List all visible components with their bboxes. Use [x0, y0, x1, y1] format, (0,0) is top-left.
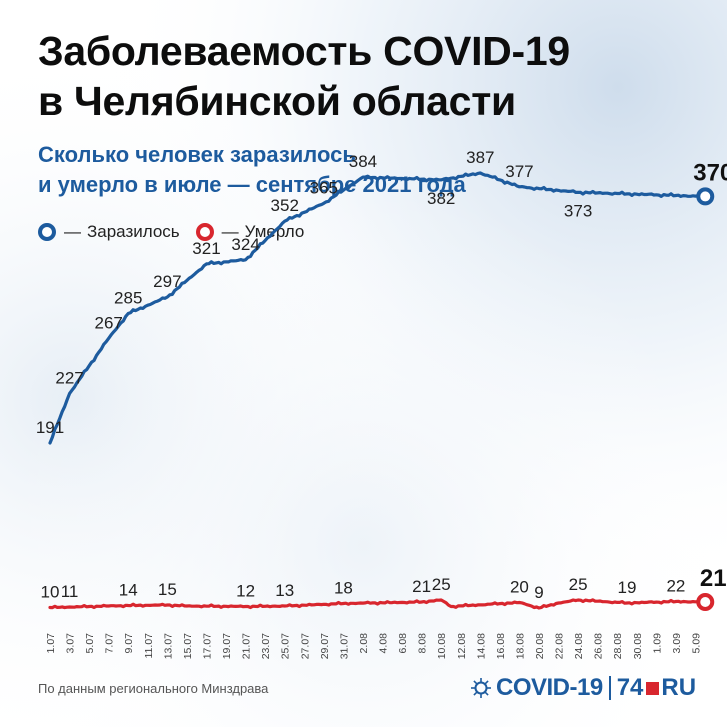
deaths-data-label: 12	[236, 582, 255, 601]
x-tick-label: 28.08	[612, 633, 624, 659]
x-tick-label: 23.07	[260, 633, 272, 659]
x-tick-label: 9.07	[123, 633, 135, 654]
covid-74ru-logo: COVID-19 74 RU	[470, 674, 696, 702]
x-tick-label: 26.08	[593, 633, 605, 659]
infected-data-label: 382	[427, 189, 455, 208]
infected-data-label: 377	[505, 162, 533, 181]
logo-red-square	[646, 681, 660, 695]
deaths-data-label: 14	[119, 581, 138, 600]
deaths-series-line	[48, 598, 707, 610]
x-tick-label: 6.08	[397, 633, 409, 654]
x-tick-label: 12.08	[456, 633, 468, 659]
x-tick-label: 5.09	[691, 633, 703, 654]
x-tick-label: 10.08	[436, 633, 448, 659]
deaths-data-label: 18	[334, 579, 353, 598]
deaths-data-label: 25	[432, 575, 451, 594]
x-tick-label: 3.07	[65, 633, 77, 654]
deaths-data-label: 15	[158, 580, 177, 599]
x-tick-label: 7.07	[104, 633, 116, 654]
x-tick-label: 5.07	[84, 633, 96, 654]
x-tick-label: 1.07	[45, 633, 57, 654]
x-tick-label: 8.08	[417, 633, 429, 654]
deaths-data-label: 21	[412, 577, 431, 596]
page-title: Заболеваемость COVID-19 в Челябинской об…	[38, 26, 570, 126]
x-tick-label: 30.08	[632, 633, 644, 659]
infected-data-label: 191	[36, 418, 64, 437]
infected-data-label: 387	[466, 148, 494, 167]
infected-data-label: 227	[55, 368, 83, 387]
infected-data-label: 297	[153, 272, 181, 291]
deaths-data-label: 25	[569, 575, 588, 594]
x-tick-label: 17.07	[202, 633, 214, 659]
deaths-data-label-final: 21	[700, 565, 727, 592]
infected-data-label: 267	[94, 313, 122, 332]
x-tick-label: 4.08	[378, 633, 390, 654]
deaths-data-label: 20	[510, 578, 529, 597]
infected-marker-icon	[38, 223, 56, 241]
deaths-data-label: 19	[618, 578, 637, 597]
source-note: По данным регионального Минздрава	[38, 681, 269, 696]
title-line-1: Заболеваемость COVID-19	[38, 28, 570, 74]
x-tick-label: 21.07	[241, 633, 253, 659]
x-tick-label: 14.08	[475, 633, 487, 659]
x-tick-label: 19.07	[221, 633, 233, 659]
logo-separator	[608, 676, 611, 700]
deaths-data-label: 13	[275, 581, 294, 600]
deaths-data-label: 22	[666, 577, 685, 596]
x-tick-label: 27.07	[299, 633, 311, 659]
subtitle-line-1: Сколько человек заразилось	[38, 142, 356, 167]
deaths-data-label: 10	[41, 583, 60, 602]
x-tick-label: 13.07	[162, 633, 174, 659]
legend-item-infected: — Заразилось	[38, 222, 180, 242]
x-tick-label: 3.09	[671, 633, 683, 654]
x-tick-label: 22.08	[554, 633, 566, 659]
infected-data-label: 365	[310, 178, 338, 197]
deaths-end-marker	[696, 593, 715, 611]
infected-data-label: 324	[231, 235, 259, 254]
x-tick-label: 18.08	[514, 633, 526, 659]
virus-icon	[471, 678, 491, 698]
infected-series-line	[48, 171, 707, 445]
deaths-data-label: 9	[534, 583, 543, 602]
x-tick-label: 15.07	[182, 633, 194, 659]
x-tick-label: 1.09	[651, 633, 663, 654]
logo-74-text: 74	[616, 674, 644, 701]
logo-covid-text: COVID-19	[496, 674, 603, 701]
infected-data-label: 384	[349, 152, 377, 171]
x-tick-label: 16.08	[495, 633, 507, 659]
chart-legend: — Заразилось — Умерло	[38, 222, 320, 242]
x-tick-label: 31.07	[338, 633, 350, 659]
infected-data-label: 321	[192, 239, 220, 258]
x-tick-label: 25.07	[280, 633, 292, 659]
x-tick-label: 24.08	[573, 633, 585, 659]
deaths-data-label: 11	[61, 582, 79, 601]
subtitle-line-2: и умерло в июле — сентябре 2021 года	[38, 172, 466, 197]
legend-dash: —	[64, 222, 81, 241]
logo-ru-text: RU	[661, 674, 697, 701]
legend-label-infected: Заразилось	[87, 222, 180, 241]
x-tick-label: 20.08	[534, 633, 546, 659]
x-tick-label: 2.08	[358, 633, 370, 654]
infected-data-label: 285	[114, 289, 142, 308]
infected-end-marker	[696, 187, 715, 206]
infected-data-label: 352	[271, 196, 299, 215]
title-line-2: в Челябинской области	[38, 78, 516, 124]
page-subtitle: Сколько человек заразилось и умерло в ию…	[38, 140, 466, 200]
deaths-marker-icon	[195, 223, 214, 241]
infected-data-label: 373	[564, 201, 592, 220]
infected-data-label-final: 370	[693, 159, 727, 186]
x-tick-label: 11.07	[143, 633, 155, 659]
x-tick-label: 29.07	[319, 633, 331, 659]
legend-dash: —	[221, 222, 239, 241]
